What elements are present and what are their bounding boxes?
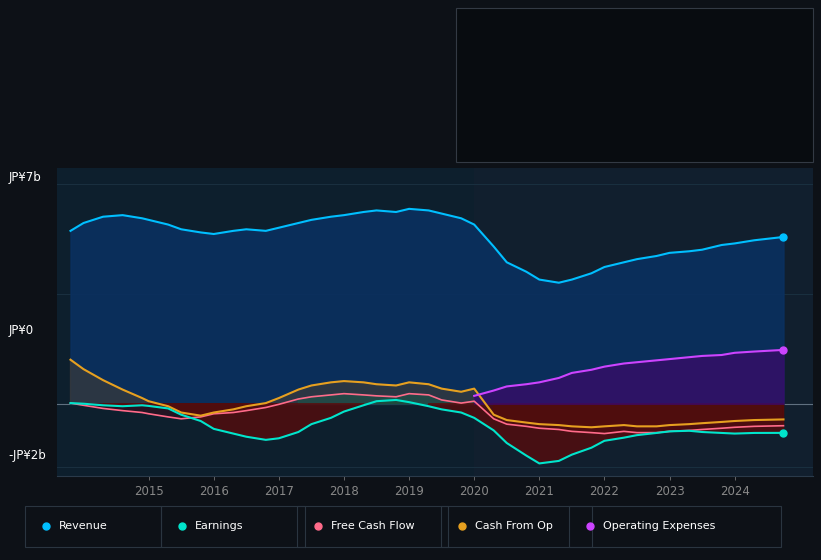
Text: Free Cash Flow: Free Cash Flow: [331, 521, 415, 531]
Text: -17.5% profit margin: -17.5% profit margin: [627, 87, 740, 96]
Text: No data: No data: [627, 108, 670, 118]
Text: JP¥0: JP¥0: [8, 324, 34, 337]
Text: JP¥7b: JP¥7b: [8, 171, 41, 184]
Text: Free Cash Flow: Free Cash Flow: [470, 108, 552, 118]
Text: Revenue: Revenue: [59, 521, 108, 531]
Text: Operating Expenses: Operating Expenses: [603, 521, 715, 531]
Text: Cash From Op: Cash From Op: [475, 521, 553, 531]
Text: JP¥1.712b /yr: JP¥1.712b /yr: [627, 145, 699, 155]
Text: -JP¥928.000m /yr: -JP¥928.000m /yr: [627, 65, 722, 75]
Bar: [475, 168, 813, 476]
Text: JP¥5.306b /yr: JP¥5.306b /yr: [627, 38, 699, 47]
Text: No data: No data: [627, 127, 670, 137]
Text: Oct 31 2024: Oct 31 2024: [470, 24, 550, 37]
Text: Operating Expenses: Operating Expenses: [470, 145, 580, 155]
Text: Revenue: Revenue: [470, 38, 517, 47]
Text: Earnings: Earnings: [470, 65, 517, 75]
Text: Cash From Op: Cash From Op: [470, 127, 547, 137]
Text: -JP¥2b: -JP¥2b: [8, 449, 46, 462]
Text: Earnings: Earnings: [195, 521, 244, 531]
